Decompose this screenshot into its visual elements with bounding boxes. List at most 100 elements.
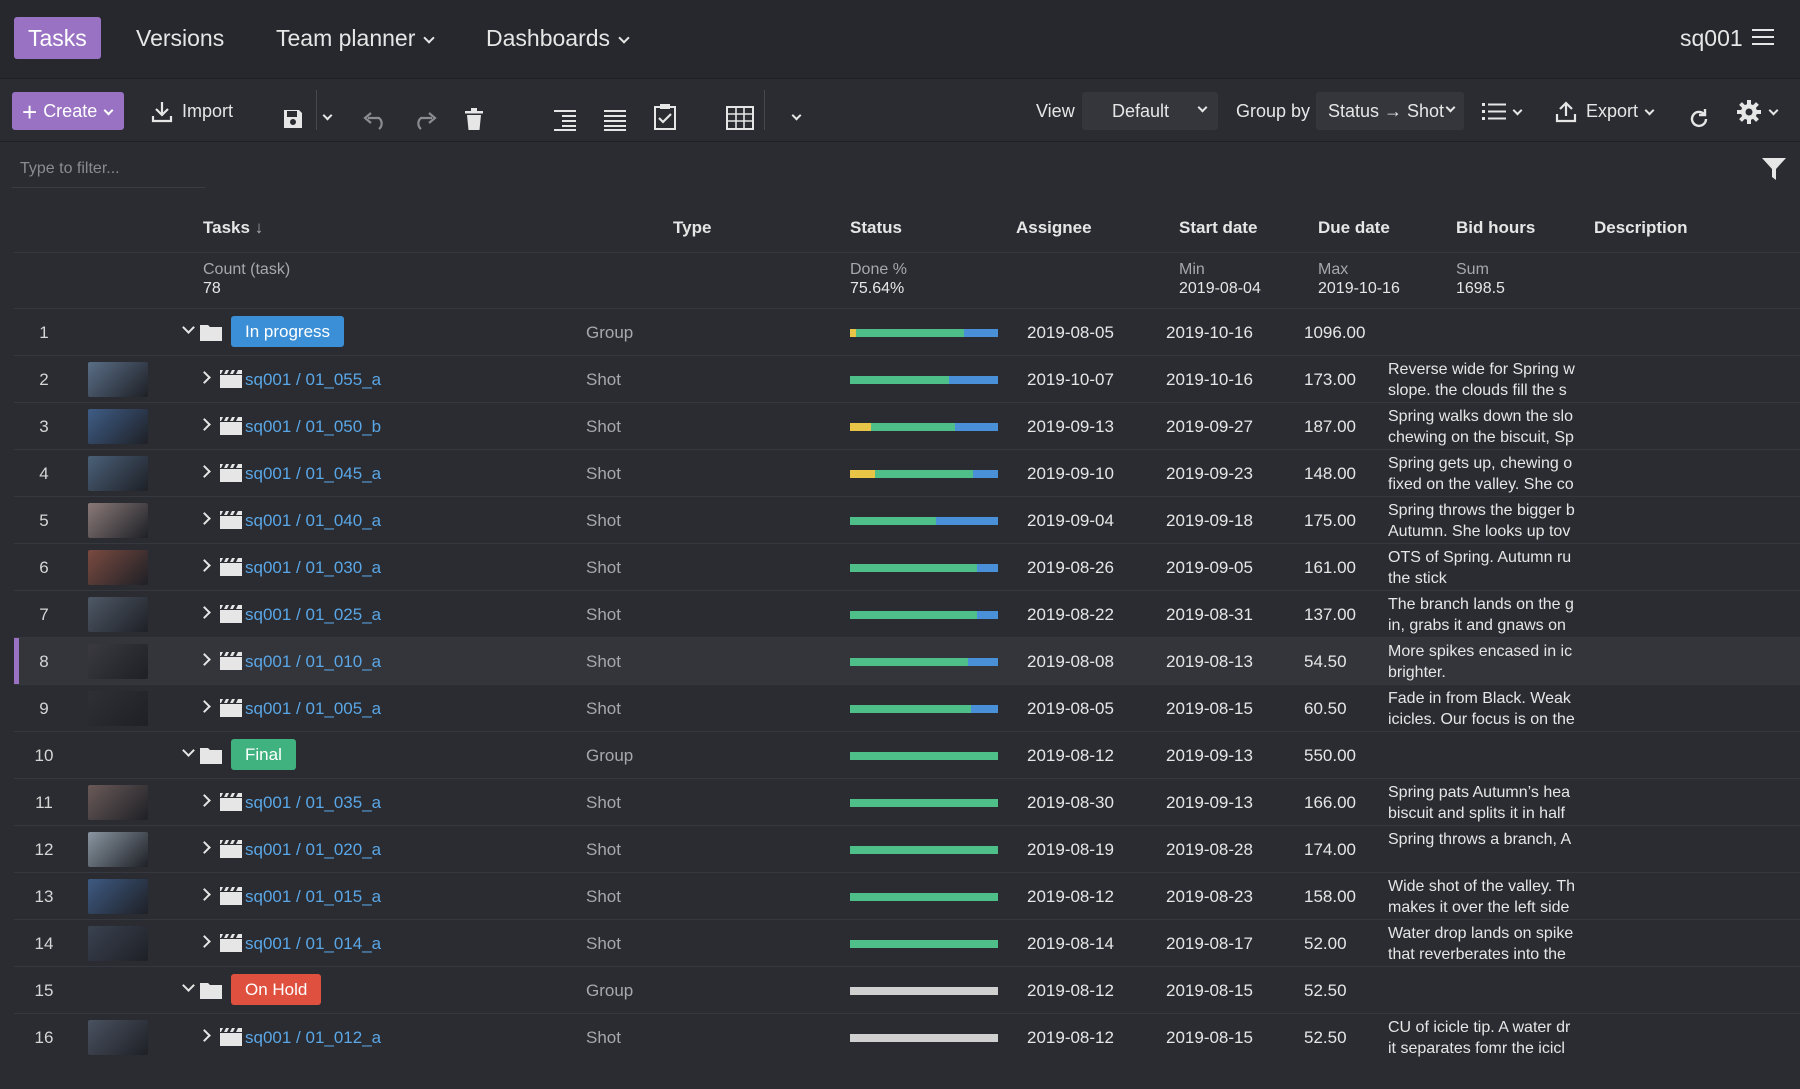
table-row[interactable]: 2 sq001 / 01_055_a Shot 2019-10-07 2019-10-1…	[14, 355, 1800, 402]
thumbnail[interactable]	[88, 926, 148, 961]
save-icon[interactable]	[282, 100, 304, 138]
status-badge[interactable]: On Hold	[231, 974, 322, 1005]
table-row[interactable]: 4 sq001 / 01_045_a Shot 2019-09-10 2019-09-2…	[14, 449, 1800, 496]
create-button[interactable]: + Create	[12, 92, 125, 130]
column-header-type[interactable]: Type	[673, 218, 712, 237]
nav-versions[interactable]: Versions	[136, 25, 225, 51]
menu-icon[interactable]	[1752, 29, 1774, 47]
chevron-right-icon[interactable]	[198, 418, 211, 431]
trash-icon[interactable]	[464, 100, 484, 138]
list-icon[interactable]	[604, 101, 626, 139]
chevron-right-icon[interactable]	[198, 559, 211, 572]
nav-dashboards[interactable]: Dashboards	[472, 17, 642, 59]
table-row[interactable]: 6 sq001 / 01_030_a Shot 2019-08-26 2019-09-0…	[14, 543, 1800, 590]
project-name[interactable]: sq001	[1680, 25, 1743, 51]
description-line: CU of icicle tip. A water dr	[1388, 1019, 1571, 1036]
thumbnail[interactable]	[88, 456, 148, 491]
bid-hours-cell: 187.00	[1304, 417, 1356, 436]
task-link[interactable]: sq001 / 01_025_a	[245, 605, 382, 624]
settings-button[interactable]	[1736, 92, 1779, 130]
task-link[interactable]: sq001 / 01_010_a	[245, 652, 382, 671]
column-header-start-date[interactable]: Start date	[1179, 218, 1258, 237]
chevron-right-icon[interactable]	[198, 794, 211, 807]
thumbnail[interactable]	[88, 1020, 148, 1055]
clapperboard-icon	[220, 511, 242, 529]
column-header-tasks[interactable]: Tasks ↓	[203, 204, 263, 252]
group-by-select[interactable]: Status → Shot	[1316, 92, 1464, 130]
task-link[interactable]: sq001 / 01_040_a	[245, 511, 382, 530]
status-badge[interactable]: Final	[231, 739, 296, 770]
filter-icon[interactable]	[1762, 158, 1786, 180]
nav-team-planner[interactable]: Team planner	[262, 17, 447, 59]
task-link[interactable]: sq001 / 01_014_a	[245, 934, 382, 953]
table-row[interactable]: 14 sq001 / 01_014_a Shot 2019-08-14 2019-08-…	[14, 919, 1800, 966]
progress-segment	[963, 329, 998, 337]
column-header-description[interactable]: Description	[1594, 218, 1688, 237]
task-link[interactable]: sq001 / 01_030_a	[245, 558, 382, 577]
thumbnail[interactable]	[88, 550, 148, 585]
redo-icon[interactable]	[412, 102, 438, 140]
chevron-right-icon[interactable]	[198, 1029, 211, 1042]
clipboard-check-icon[interactable]	[654, 98, 676, 136]
chevron-down-icon[interactable]	[322, 110, 333, 121]
group-row[interactable]: 1 In progress Group 2019-08-05 2019-10-16 109…	[14, 308, 1800, 355]
chevron-down-icon[interactable]	[182, 321, 195, 334]
chevron-right-icon[interactable]	[198, 841, 211, 854]
chevron-down-icon[interactable]	[182, 744, 195, 757]
table-row[interactable]: 16 sq001 / 01_012_a Shot 2019-08-12 2019-08-…	[14, 1013, 1800, 1060]
chevron-right-icon[interactable]	[198, 653, 211, 666]
list-options-button[interactable]	[1482, 92, 1523, 130]
thumbnail[interactable]	[88, 597, 148, 632]
thumbnail[interactable]	[88, 832, 148, 867]
thumbnail[interactable]	[88, 644, 148, 679]
group-row[interactable]: 15 On Hold Group 2019-08-12 2019-08-15 52.50	[14, 966, 1800, 1013]
aggregate-status: Done % 75.64%	[850, 260, 907, 298]
refresh-icon[interactable]	[1688, 100, 1710, 138]
table-row[interactable]: 8 sq001 / 01_010_a Shot 2019-08-08 2019-08-1…	[14, 637, 1800, 684]
status-badge[interactable]: In progress	[231, 316, 345, 347]
chevron-right-icon[interactable]	[198, 700, 211, 713]
chevron-right-icon[interactable]	[198, 888, 211, 901]
table-row[interactable]: 13 sq001 / 01_015_a Shot 2019-08-12 2019-08-…	[14, 872, 1800, 919]
chevron-down-icon[interactable]	[182, 979, 195, 992]
thumbnail[interactable]	[88, 691, 148, 726]
chevron-down-icon[interactable]	[792, 110, 802, 121]
thumbnail[interactable]	[88, 879, 148, 914]
task-link[interactable]: sq001 / 01_012_a	[245, 1028, 382, 1047]
task-link[interactable]: sq001 / 01_035_a	[245, 793, 382, 812]
chevron-right-icon[interactable]	[198, 935, 211, 948]
table-row[interactable]: 12 sq001 / 01_020_a Shot 2019-08-19 2019-08-…	[14, 825, 1800, 872]
thumbnail[interactable]	[88, 362, 148, 397]
chevron-right-icon[interactable]	[198, 371, 211, 384]
undo-icon[interactable]	[362, 102, 388, 140]
column-header-bid-hours[interactable]: Bid hours	[1456, 218, 1536, 237]
filter-input[interactable]	[12, 150, 205, 188]
task-link[interactable]: sq001 / 01_015_a	[245, 887, 382, 906]
group-row[interactable]: 10 Final Group 2019-08-12 2019-09-13 550.00	[14, 731, 1800, 778]
table-row[interactable]: 3 sq001 / 01_050_b Shot 2019-09-13 2019-09-2…	[14, 402, 1800, 449]
grid-icon[interactable]	[726, 99, 754, 137]
chevron-right-icon[interactable]	[198, 465, 211, 478]
task-link[interactable]: sq001 / 01_020_a	[245, 840, 382, 859]
thumbnail[interactable]	[88, 785, 148, 820]
thumbnail[interactable]	[88, 409, 148, 444]
chevron-right-icon[interactable]	[198, 512, 211, 525]
task-link[interactable]: sq001 / 01_055_a	[245, 370, 382, 389]
table-row[interactable]: 11 sq001 / 01_035_a Shot 2019-08-30 2019-09-…	[14, 778, 1800, 825]
column-header-assignee[interactable]: Assignee	[1016, 218, 1092, 237]
task-link[interactable]: sq001 / 01_045_a	[245, 464, 382, 483]
nav-tasks[interactable]: Tasks	[14, 17, 101, 59]
import-button[interactable]: Import	[150, 92, 233, 130]
task-link[interactable]: sq001 / 01_050_b	[245, 417, 382, 436]
task-link[interactable]: sq001 / 01_005_a	[245, 699, 382, 718]
export-button[interactable]: Export	[1554, 92, 1655, 130]
column-header-due-date[interactable]: Due date	[1318, 218, 1390, 237]
thumbnail[interactable]	[88, 503, 148, 538]
indent-icon[interactable]	[554, 101, 576, 139]
column-header-status[interactable]: Status	[850, 218, 902, 237]
view-select[interactable]: Default	[1082, 92, 1218, 130]
table-row[interactable]: 5 sq001 / 01_040_a Shot 2019-09-04 2019-09-1…	[14, 496, 1800, 543]
table-row[interactable]: 9 sq001 / 01_005_a Shot 2019-08-05 2019-08-1…	[14, 684, 1800, 731]
table-row[interactable]: 7 sq001 / 01_025_a Shot 2019-08-22 2019-08-3…	[14, 590, 1800, 637]
chevron-right-icon[interactable]	[198, 606, 211, 619]
